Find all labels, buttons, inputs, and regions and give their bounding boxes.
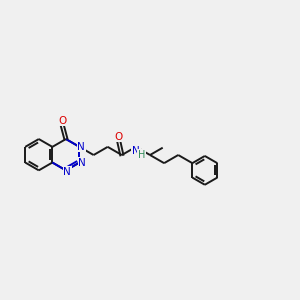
Text: N: N (78, 158, 86, 168)
Text: N: N (77, 142, 85, 152)
Text: H: H (138, 150, 145, 160)
Text: N: N (132, 146, 140, 156)
Text: N: N (63, 167, 71, 177)
Text: O: O (58, 116, 66, 126)
Text: O: O (115, 131, 123, 142)
